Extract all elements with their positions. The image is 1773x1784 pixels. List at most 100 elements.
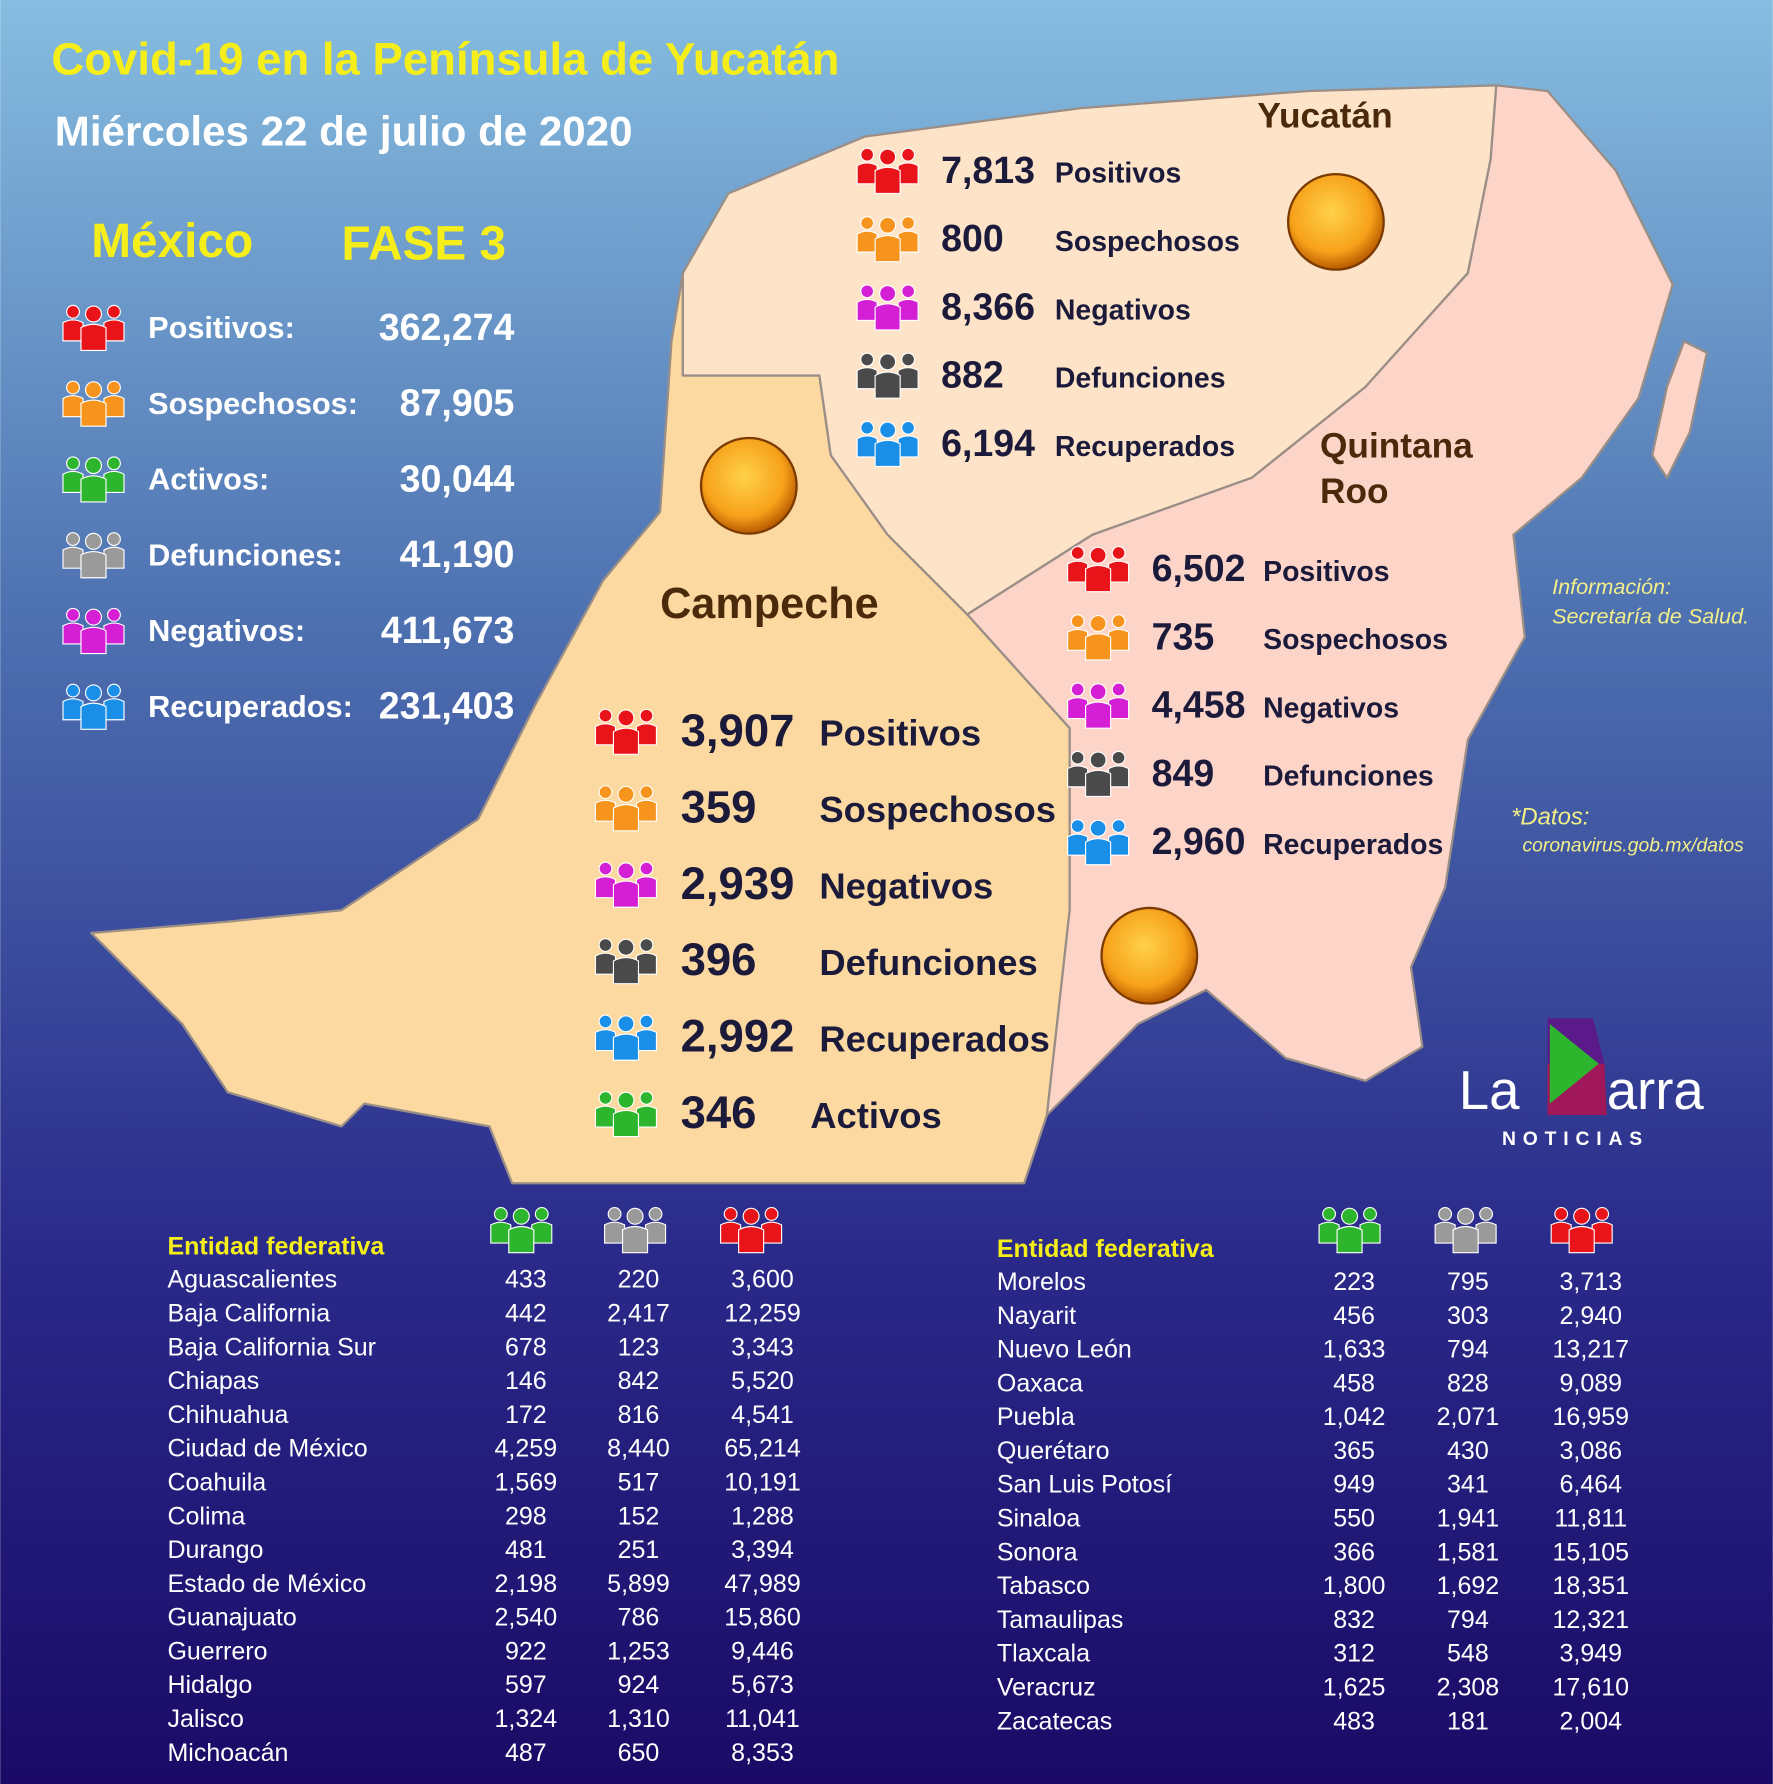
person-body [612, 880, 640, 908]
source-text: coronavirus.gob.mx/datos [1523, 835, 1745, 857]
number-cell: 10,191 [724, 1468, 801, 1496]
person-head [617, 938, 635, 956]
person-head [1111, 750, 1126, 765]
state-cell: Sonora [997, 1538, 1078, 1566]
state-cell: Chiapas [167, 1367, 259, 1395]
state-name: Quintana [1320, 427, 1473, 466]
person-head [879, 353, 897, 371]
stat-value: 882 [941, 354, 1004, 396]
person-head [617, 1091, 635, 1109]
number-cell: 2,004 [1559, 1707, 1622, 1735]
number-cell: 2,071 [1437, 1403, 1500, 1431]
stat-value: 41,190 [400, 533, 515, 575]
stat-value: 7,813 [941, 149, 1035, 191]
person-head [639, 785, 654, 800]
stat-value: 6,502 [1152, 547, 1246, 589]
person-head [879, 285, 897, 303]
number-cell: 9,089 [1559, 1369, 1622, 1397]
stat-value: 30,044 [400, 457, 515, 499]
number-cell: 223 [1333, 1268, 1375, 1296]
person-head [1595, 1207, 1610, 1221]
person-head [1457, 1207, 1475, 1225]
person-body [612, 804, 640, 832]
state-cell: Zacatecas [997, 1707, 1112, 1735]
person-body [1475, 1221, 1497, 1244]
sun-icon [1286, 172, 1385, 271]
person-head [66, 456, 80, 471]
stat-label: Negativos [1263, 692, 1399, 724]
person-head [879, 421, 897, 439]
person-head [860, 147, 875, 162]
person-head [1554, 1207, 1569, 1221]
person-head [617, 709, 635, 727]
number-cell: 172 [505, 1401, 547, 1429]
person-body [1108, 560, 1130, 583]
number-cell: 842 [618, 1367, 660, 1395]
state-name: Yucatán [1257, 97, 1392, 136]
person-body [644, 1221, 667, 1244]
number-cell: 3,949 [1559, 1640, 1622, 1668]
person-body [603, 1221, 626, 1244]
stat-value: 411,673 [381, 609, 515, 651]
person-head [66, 532, 80, 547]
person-head [598, 1090, 613, 1105]
number-cell: 2,417 [607, 1300, 670, 1328]
person-body [1067, 560, 1089, 583]
number-cell: 4,541 [731, 1401, 794, 1429]
number-cell: 3,343 [731, 1333, 794, 1361]
person-head [107, 380, 121, 395]
number-cell: 5,673 [731, 1671, 794, 1699]
people-icon [856, 420, 919, 468]
number-cell: 2,308 [1437, 1673, 1500, 1701]
person-head [107, 456, 121, 471]
person-head [617, 862, 635, 880]
person-body [856, 162, 878, 185]
people-icon [1067, 614, 1130, 661]
person-body [103, 470, 125, 493]
state-cell: Ciudad de México [167, 1435, 367, 1463]
people-icon [62, 683, 125, 730]
stat-value: 6,194 [941, 422, 1035, 464]
stat-label: Negativos [1055, 294, 1191, 326]
person-head [901, 147, 916, 162]
people-icon [1318, 1207, 1381, 1254]
person-head [66, 607, 80, 622]
logo-shape [1549, 1023, 1599, 1104]
person-body [62, 395, 84, 418]
person-head [1341, 1207, 1359, 1225]
person-head [626, 1207, 644, 1225]
person-head [107, 607, 121, 622]
stat-label: Defunciones [1055, 363, 1226, 395]
person-body [612, 727, 640, 755]
stat-value: 346 [681, 1087, 757, 1138]
number-cell: 15,105 [1553, 1538, 1630, 1566]
person-body [761, 1221, 783, 1244]
person-head [598, 938, 613, 952]
state-cell: San Luis Potosí [997, 1471, 1172, 1499]
number-cell: 220 [618, 1266, 660, 1294]
number-cell: 794 [1447, 1336, 1489, 1364]
state-cell: Morelos [997, 1268, 1086, 1296]
state-cell: Puebla [997, 1403, 1075, 1431]
sun-icon [699, 436, 798, 535]
person-head [598, 861, 613, 876]
person-body [874, 439, 901, 468]
people-icon [62, 607, 125, 655]
stat-value: 2,939 [681, 858, 795, 909]
person-body [62, 546, 84, 569]
person-head [512, 1207, 530, 1225]
person-body [62, 622, 84, 645]
number-cell: 3,713 [1559, 1268, 1622, 1296]
person-head [1363, 1207, 1377, 1221]
person-body [103, 319, 125, 342]
number-cell: 9,446 [731, 1637, 794, 1665]
stat-value: 849 [1152, 752, 1215, 794]
person-head [1089, 819, 1107, 837]
island [1651, 340, 1708, 479]
state-cell: Colima [167, 1502, 245, 1530]
stat-label: Recuperados: [148, 689, 353, 724]
person-head [598, 785, 613, 800]
person-body [1067, 833, 1089, 856]
person-body [897, 298, 919, 321]
quintana-roo-region [966, 84, 1674, 1117]
